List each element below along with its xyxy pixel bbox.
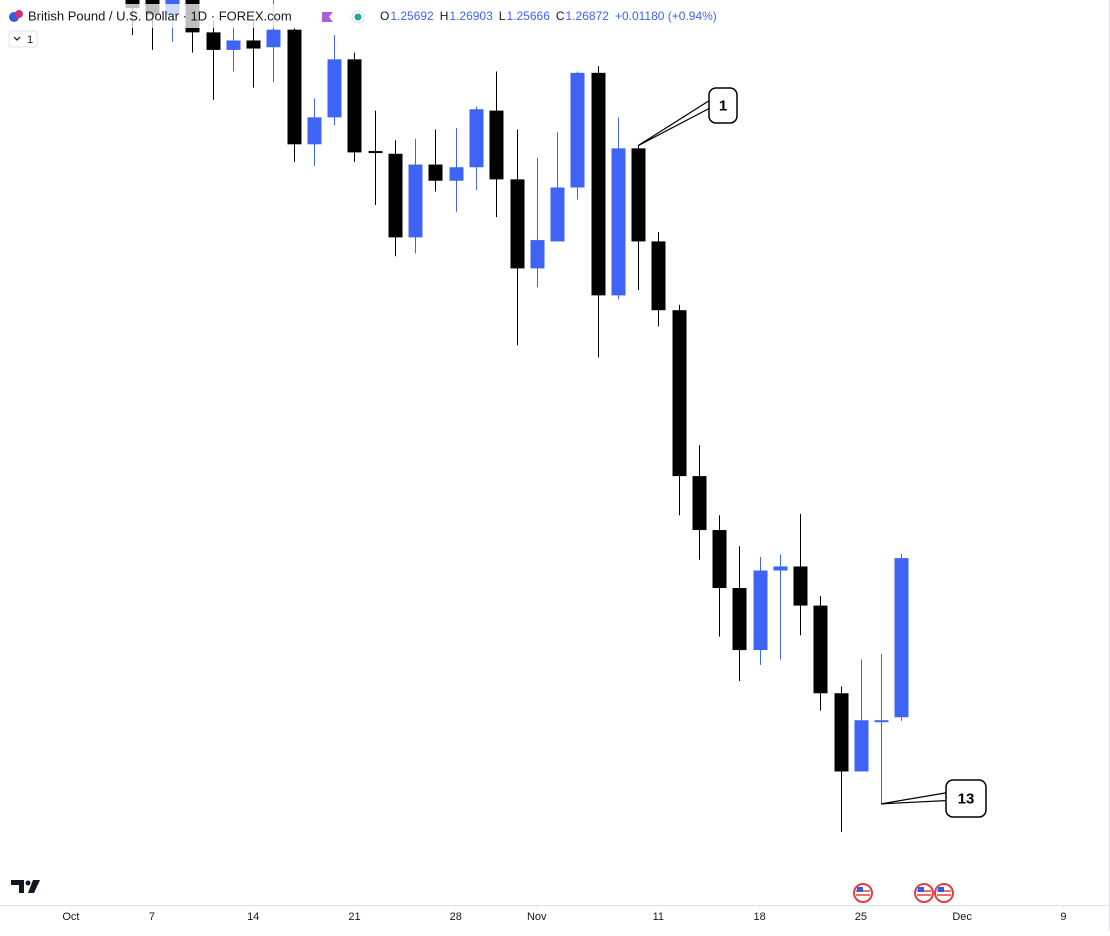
candle-body (753, 570, 768, 651)
candle-body (854, 720, 869, 772)
candle-body (307, 117, 322, 145)
candle-body (550, 187, 565, 242)
x-tick-label: 9 (1060, 911, 1066, 923)
candle-body (246, 40, 261, 49)
logo-part (11, 880, 24, 893)
x-tick-label: Nov (527, 911, 547, 923)
ohlc-label: O (380, 9, 389, 23)
candle-body (347, 59, 362, 153)
candle-body (449, 167, 464, 181)
candle-body (368, 151, 383, 154)
ohlc-values: O 1.25692 H 1.26903 L 1.25666 C 1.26872 +0.01180… (380, 9, 717, 23)
candle-body (834, 693, 849, 772)
callout-box (945, 779, 987, 818)
candle-body (712, 530, 727, 589)
candle-body (327, 59, 342, 118)
x-tick-label: 28 (450, 911, 462, 923)
chevron (13, 36, 21, 41)
x-tick-label: 14 (247, 911, 259, 923)
candle-body (672, 310, 687, 477)
ohlc-value: 1.25692 (390, 9, 434, 23)
ohlc-value: 1.26903 (449, 9, 493, 23)
tv-logo (11, 880, 40, 893)
candle-body (813, 605, 828, 694)
x-axis: Oct 7 14 21 28 Nov 11 18 25 Dec 9 (62, 905, 1066, 923)
x-tick-label: 18 (753, 911, 765, 923)
candle-body (266, 29, 281, 48)
callout-label: 1 (719, 97, 727, 114)
callout-line (637, 98, 712, 147)
callout-label: 13 (958, 790, 975, 807)
x-tick-label: 11 (653, 911, 664, 923)
interval-count: 1 (27, 34, 33, 46)
x-tick-label: 25 (855, 911, 867, 923)
candle-body (611, 148, 626, 296)
candle-body (469, 109, 484, 168)
flag-icon[interactable] (322, 12, 333, 22)
ohlc-value: 1.25666 (506, 9, 550, 23)
event-icon[interactable] (934, 883, 954, 903)
candle-body (732, 588, 747, 651)
interval-box[interactable] (8, 30, 38, 48)
candle-body (489, 110, 504, 180)
event-icon[interactable] (914, 883, 934, 903)
candle-body (894, 558, 909, 718)
symbol-title[interactable]: British Pound / U.S. Dollar · 1D · FOREX… (28, 8, 292, 23)
candle-body (287, 29, 302, 145)
event-flags (853, 883, 954, 903)
candle-body (408, 164, 423, 238)
candle-body (428, 164, 443, 181)
candle-body (510, 179, 525, 269)
logo-part (28, 880, 40, 893)
candle-body (570, 72, 585, 188)
x-tick-label: 7 (149, 911, 155, 923)
symbol-icon (15, 10, 23, 18)
flag-canton (857, 887, 944, 892)
candle-body (206, 32, 221, 50)
candle-body (530, 240, 545, 269)
event-icon[interactable] (853, 883, 873, 903)
ohlc-value: 1.26872 (566, 9, 610, 23)
candle-body (773, 566, 788, 571)
callout: 13 (881, 779, 987, 818)
callout-line (881, 791, 949, 805)
x-tick-label: 21 (348, 911, 360, 923)
candle-body (388, 153, 403, 238)
plot-area (125, 0, 909, 833)
logo-part (25, 880, 31, 886)
candle-body (591, 72, 606, 296)
x-tick-label: Dec (952, 911, 972, 923)
candle-body (226, 40, 241, 50)
status-dot (354, 13, 362, 21)
candle-body (651, 241, 666, 311)
ohlc-change: +0.01180 (+0.94%) (615, 9, 717, 23)
ohlc-label: C (556, 9, 565, 23)
candle-body (874, 720, 889, 723)
legend-bar: British Pound / U.S. Dollar · 1D · FOREX… (4, 4, 717, 48)
ohlc-label: L (499, 9, 506, 23)
candle-body (692, 476, 707, 531)
callout-box (708, 87, 738, 124)
x-tick-label: Oct (62, 911, 79, 923)
candle-body (631, 148, 646, 242)
callout: 1 (637, 87, 738, 147)
candle-body (793, 566, 808, 606)
ohlc-label: H (440, 9, 449, 23)
